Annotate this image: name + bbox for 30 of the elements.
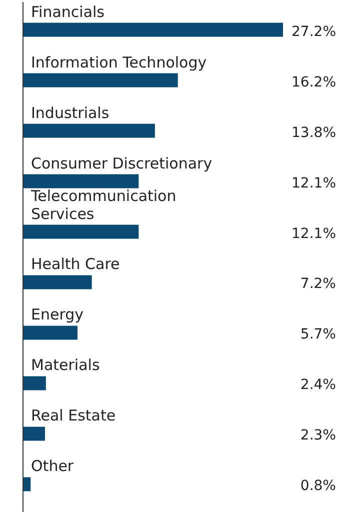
data-label: 0.8% [300,478,336,494]
y-tick-label: Information Technology [31,53,207,72]
y-tick-label: Energy [31,306,84,324]
data-label: 12.1% [292,226,336,242]
bar [23,174,139,188]
bar [23,477,31,492]
data-label: 2.3% [300,428,336,444]
y-tick-label: Consumer Discretionary [31,154,212,172]
y-tick-label: Real Estate [31,406,116,425]
data-label: 5.7% [300,326,336,343]
bar [23,22,283,37]
data-label: 13.8% [292,124,336,141]
y-tick-label: Telecommunication Services [30,186,176,223]
y-tick-label: Financials [31,2,105,21]
bar [23,426,45,441]
bar [23,326,78,340]
bar [23,124,155,138]
y-tick-label: Industrials [31,104,110,122]
y-tick-label: Other [31,457,74,476]
data-label: 16.2% [292,74,336,90]
data-label: 27.2% [292,24,336,40]
data-label: 12.1% [292,175,336,192]
y-tick-label: Materials [31,356,100,374]
data-label: 2.4% [300,377,336,394]
y-tick-label: Health Care [31,255,120,274]
bar [23,376,46,390]
bar [23,73,178,88]
bar [23,275,92,290]
data-label: 7.2% [300,276,336,292]
bar [23,224,139,239]
